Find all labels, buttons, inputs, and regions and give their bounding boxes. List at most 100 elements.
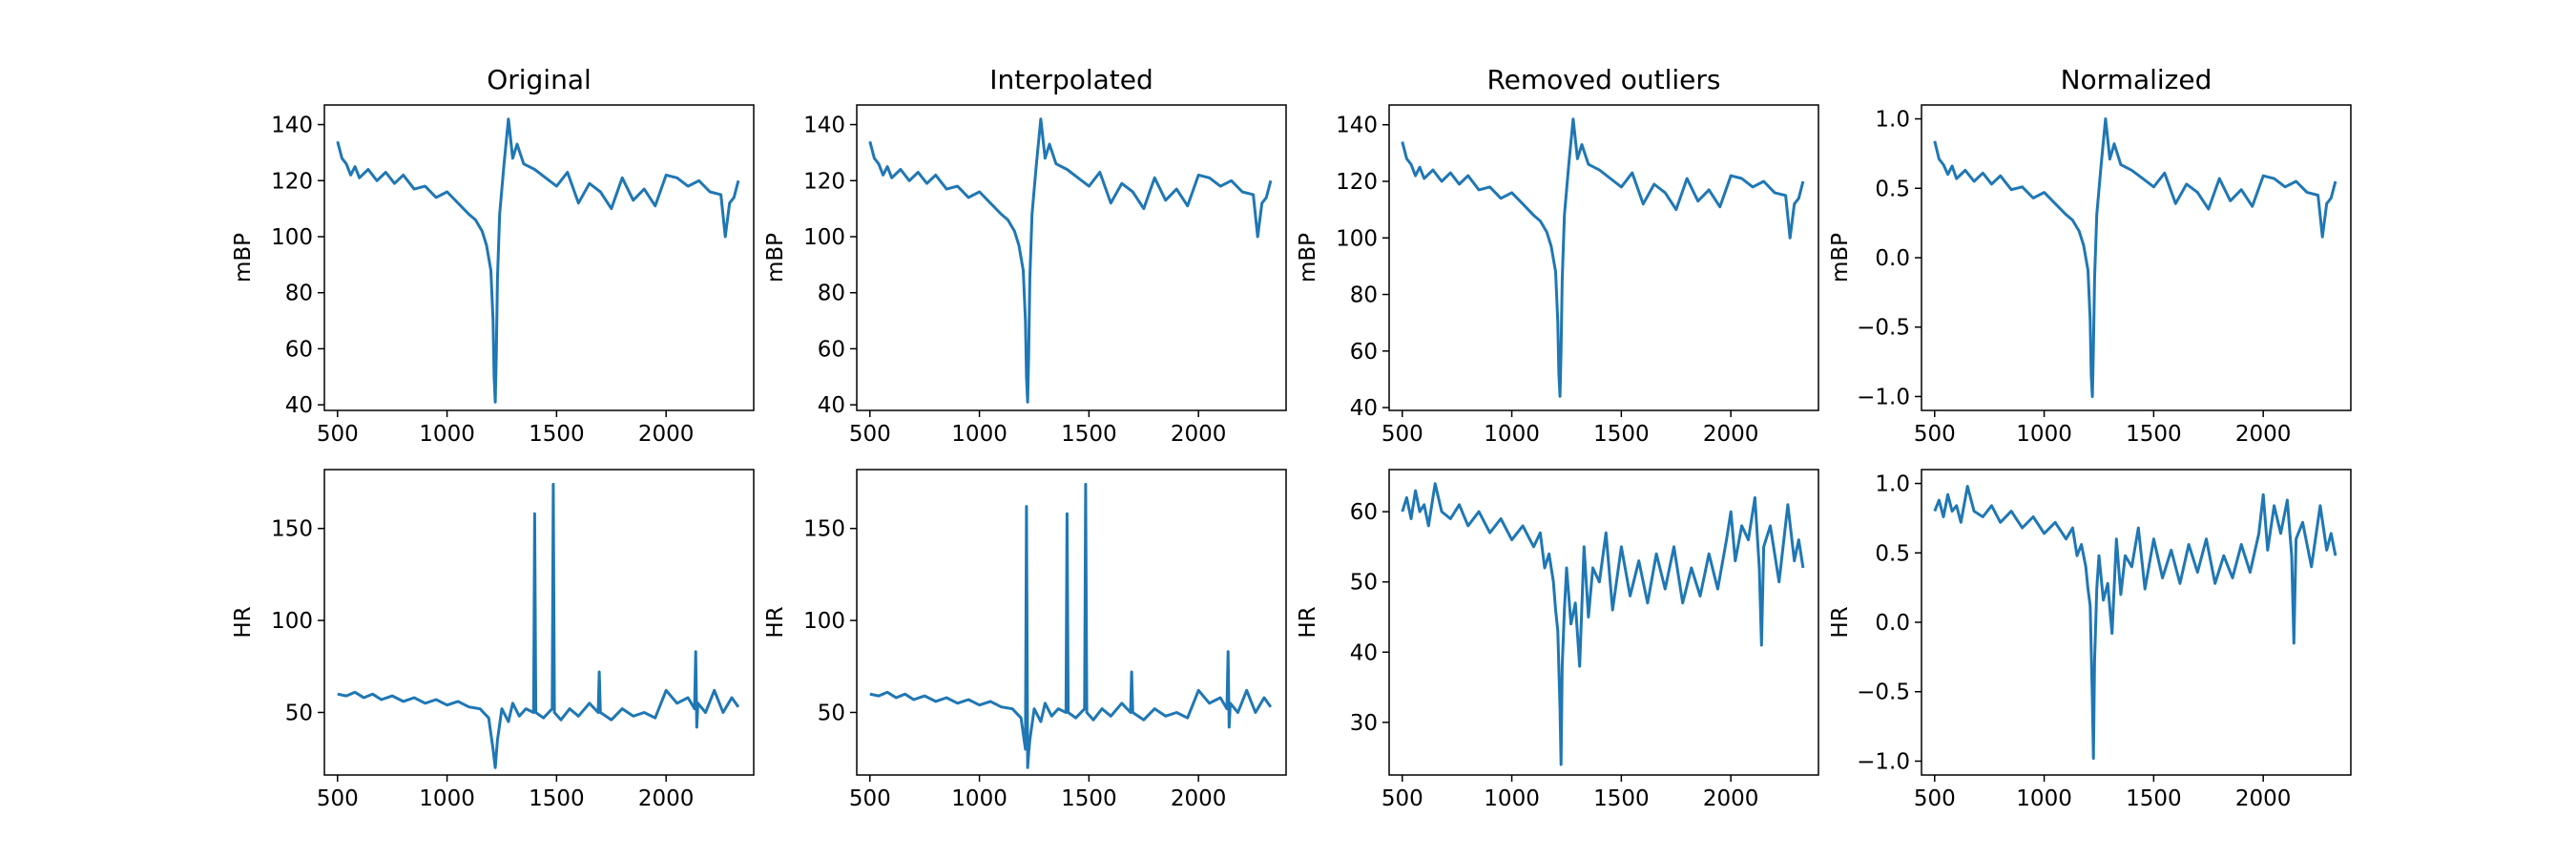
y-tick-label: 60	[1350, 340, 1378, 365]
y-tick-label: 120	[271, 169, 313, 194]
series-line	[1933, 485, 2337, 760]
y-axis-label: mBP	[1828, 233, 1853, 283]
y-tick-label: 100	[803, 609, 845, 634]
subplot-1-plot: 500 1000 1500 2000 40 60 80 100 120 140 mBP	[763, 104, 1287, 447]
plot-frame	[323, 104, 755, 411]
y-axis-label: HR	[231, 606, 256, 638]
x-tick-label: 2000	[2235, 786, 2292, 811]
y-tick-label: 60	[1350, 500, 1378, 525]
y-tick-label: 1.0	[1875, 108, 1910, 133]
y-tick-label: −0.5	[1857, 316, 1910, 341]
plot-frame	[1921, 469, 2352, 776]
plot-frame	[856, 469, 1287, 776]
series-line	[869, 482, 1273, 769]
x-tick-label: 500	[1914, 786, 1956, 811]
x-tick-label: 1000	[2016, 786, 2072, 811]
x-tick-label: 2000	[2235, 422, 2292, 447]
y-tick-label: −0.5	[1857, 681, 1910, 705]
plot-frame	[1921, 104, 2352, 411]
y-tick-label: 50	[818, 701, 845, 725]
x-tick-label: 2000	[638, 786, 695, 811]
y-tick-label: 0.5	[1875, 177, 1910, 201]
y-tick-label: −1.0	[1857, 385, 1910, 409]
x-tick-label: 500	[849, 422, 891, 447]
subplot-5-plot: 500 1000 1500 2000 50 100 150 HR	[763, 469, 1287, 811]
y-tick-label: 0.5	[1875, 541, 1910, 566]
subplot-0: Original 500 1000 1500 2000 40 60 80 100 120 140 m…	[231, 64, 755, 447]
y-tick-label: −1.0	[1857, 749, 1910, 774]
y-axis-label: mBP	[763, 233, 788, 283]
x-tick-label: 1500	[2126, 422, 2182, 447]
subplot-6: 500 1000 1500 2000 30 40 50 60 HR	[1296, 469, 1819, 811]
y-axis-label: HR	[1828, 606, 1853, 638]
plot-frame	[1388, 469, 1819, 776]
series-line	[336, 117, 740, 404]
x-tick-label: 1500	[1593, 786, 1650, 811]
subplot-1: Interpolated 500 1000 1500 2000 40 60 80 100 120…	[763, 64, 1287, 447]
y-tick-label: 50	[285, 701, 313, 725]
x-tick-label: 2000	[1703, 786, 1759, 811]
x-tick-label: 1000	[1484, 786, 1540, 811]
y-tick-label: 150	[803, 517, 845, 542]
y-tick-label: 1.0	[1875, 472, 1910, 497]
y-tick-label: 120	[803, 169, 845, 194]
y-tick-label: 60	[285, 337, 313, 362]
x-tick-label: 1500	[1061, 422, 1117, 447]
y-tick-label: 100	[271, 609, 313, 634]
x-tick-label: 500	[1381, 786, 1423, 811]
x-tick-label: 1500	[529, 422, 585, 447]
y-axis-label: HR	[763, 606, 788, 638]
x-tick-label: 1000	[1484, 422, 1540, 447]
subplot-7-plot: 500 1000 1500 2000 −1.0 −0.5 0.0 0.5 1.0 HR	[1828, 469, 2352, 811]
y-tick-label: 120	[1336, 170, 1378, 195]
x-tick-label: 500	[1914, 422, 1956, 447]
subplot-4-plot: 500 1000 1500 2000 50 100 150 HR	[231, 469, 755, 811]
subplot-3: Normalized 500 1000 1500 2000 −1.0 −0.5 0.0 0.5…	[1828, 64, 2352, 447]
y-tick-label: 60	[818, 337, 845, 362]
y-tick-label: 100	[271, 225, 313, 250]
x-tick-label: 500	[317, 786, 359, 811]
y-tick-label: 80	[1350, 283, 1378, 308]
y-tick-label: 40	[818, 393, 845, 418]
subplot-5: 500 1000 1500 2000 50 100 150 HR	[763, 469, 1287, 811]
series-line	[1933, 117, 2337, 398]
y-tick-label: 140	[271, 114, 313, 138]
x-tick-label: 1500	[529, 786, 585, 811]
y-axis-label: mBP	[231, 233, 256, 283]
y-tick-label: 80	[818, 282, 845, 306]
x-tick-label: 1500	[1593, 422, 1650, 447]
x-tick-label: 1000	[419, 422, 475, 447]
y-tick-label: 0.0	[1875, 611, 1910, 636]
y-axis-label: mBP	[1296, 233, 1320, 283]
y-tick-label: 150	[271, 517, 313, 542]
x-tick-label: 2000	[1703, 422, 1759, 447]
x-tick-label: 1000	[951, 786, 1008, 811]
y-tick-label: 100	[1336, 226, 1378, 251]
subplot-4: 500 1000 1500 2000 50 100 150 HR	[231, 469, 755, 811]
subplot-6-plot: 500 1000 1500 2000 30 40 50 60 HR	[1296, 469, 1819, 811]
y-tick-label: 140	[803, 114, 845, 138]
y-tick-label: 50	[1350, 571, 1378, 596]
subplot-2: Removed outliers 500 1000 1500 2000 40 60 80 10…	[1296, 64, 1819, 447]
y-tick-label: 0.0	[1875, 246, 1910, 271]
x-tick-label: 2000	[638, 422, 695, 447]
series-line	[1401, 482, 1805, 766]
series-line	[1401, 117, 1805, 398]
x-tick-label: 1000	[951, 422, 1008, 447]
subplot-title: Normalized	[2061, 64, 2212, 95]
y-tick-label: 30	[1350, 711, 1378, 736]
x-tick-label: 1000	[2016, 422, 2072, 447]
series-line	[868, 117, 1273, 404]
x-tick-label: 500	[1381, 422, 1423, 447]
subplot-title: Removed outliers	[1486, 64, 1720, 95]
subplot-2-plot: 500 1000 1500 2000 40 60 80 100 120 140 mBP	[1296, 104, 1819, 447]
x-tick-label: 500	[317, 422, 359, 447]
y-tick-label: 40	[1350, 640, 1378, 665]
subplot-3-plot: 500 1000 1500 2000 −1.0 −0.5 0.0 0.5 1.0 mBP	[1828, 104, 2352, 447]
x-tick-label: 1500	[2126, 786, 2182, 811]
y-tick-label: 80	[285, 282, 313, 306]
series-line	[337, 482, 740, 769]
y-tick-label: 100	[803, 225, 845, 250]
subplot-7: 500 1000 1500 2000 −1.0 −0.5 0.0 0.5 1.0 HR	[1828, 469, 2352, 811]
